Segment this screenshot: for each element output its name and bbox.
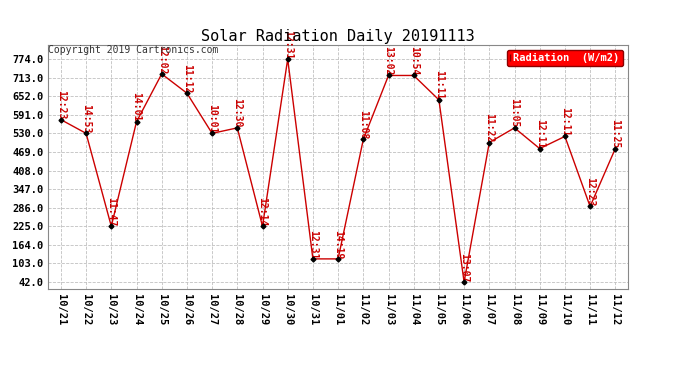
Text: 11:22: 11:22	[484, 113, 494, 142]
Text: 14:19: 14:19	[333, 230, 343, 259]
Text: 14:01: 14:01	[132, 92, 141, 122]
Text: 11:47: 11:47	[106, 197, 117, 226]
Text: 11:25: 11:25	[610, 119, 620, 148]
Text: 12:31: 12:31	[308, 230, 318, 259]
Text: 12:23: 12:23	[585, 177, 595, 207]
Text: 10:54: 10:54	[408, 46, 419, 75]
Text: 12:31: 12:31	[283, 30, 293, 59]
Text: Copyright 2019 Cartronics.com: Copyright 2019 Cartronics.com	[48, 45, 219, 55]
Text: 11:08: 11:08	[358, 110, 368, 140]
Legend: Radiation  (W/m2): Radiation (W/m2)	[507, 50, 622, 66]
Text: 11:11: 11:11	[434, 70, 444, 100]
Text: 12:14: 12:14	[257, 197, 268, 226]
Text: 12:11: 12:11	[535, 119, 544, 148]
Text: 11:12: 11:12	[182, 64, 192, 93]
Text: 12:02: 12:02	[157, 45, 167, 74]
Text: 11:05: 11:05	[509, 99, 520, 128]
Title: Solar Radiation Daily 20191113: Solar Radiation Daily 20191113	[201, 29, 475, 44]
Text: 12:30: 12:30	[233, 99, 242, 128]
Text: 12:23: 12:23	[56, 90, 66, 120]
Text: 10:01: 10:01	[207, 104, 217, 134]
Text: 13:07: 13:07	[459, 253, 469, 282]
Text: 14:53: 14:53	[81, 104, 91, 134]
Text: 13:02: 13:02	[384, 46, 393, 75]
Text: 12:11: 12:11	[560, 107, 570, 136]
